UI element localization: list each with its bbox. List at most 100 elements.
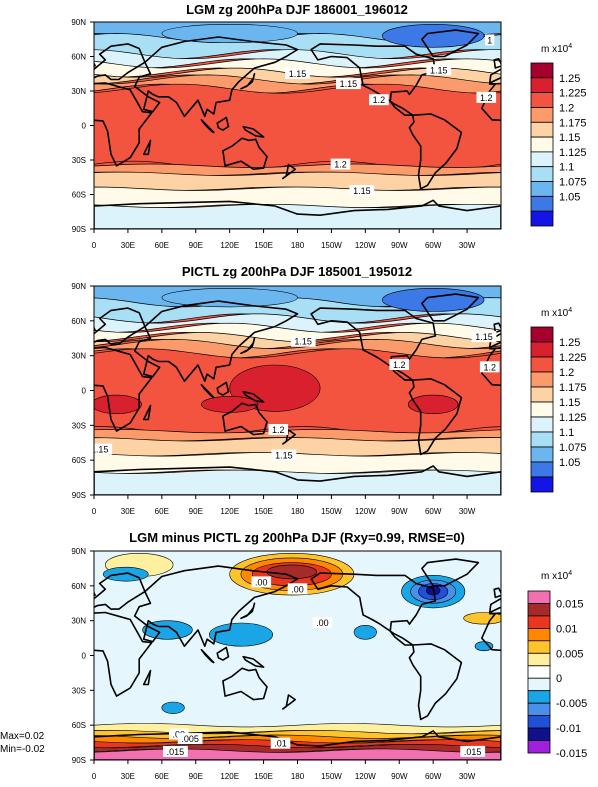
colorbar-swatch <box>527 652 551 667</box>
coastline <box>222 402 268 436</box>
y-tick-label: 90N <box>71 282 86 291</box>
panel-difference: LGM minus PICTL zg 200hPa DJF (Rxy=0.99,… <box>0 530 587 781</box>
coastline <box>242 125 265 138</box>
coastline <box>222 667 268 701</box>
contour-label: .00 <box>291 584 304 594</box>
colorbar-label: 1.25 <box>559 337 580 349</box>
anomaly-high <box>463 612 501 625</box>
anomaly-low <box>353 624 377 640</box>
colorbar-swatch <box>527 740 551 754</box>
colorbar-swatch <box>530 476 554 493</box>
y-tick-label: 0 <box>82 122 87 131</box>
contour-label-bg <box>336 78 361 90</box>
panel-title: PICTL zg 200hPa DJF 185001_195012 <box>182 264 412 279</box>
contour-labels: .00.00.00.00.005.015.01.015 <box>163 576 486 757</box>
x-tick-label: 30W <box>459 507 476 516</box>
colorbar-swatch <box>530 341 554 358</box>
contour-label: 1.2 <box>334 160 347 170</box>
x-tick-label: 120W <box>355 241 376 250</box>
colorbar-swatch <box>530 195 554 212</box>
contour-label-bg <box>369 94 389 106</box>
contour-label-bg <box>94 443 113 455</box>
colorbar-label: 1.15 <box>559 132 580 144</box>
contour-label-bg <box>163 745 188 757</box>
x-tick-label: 30W <box>459 772 476 781</box>
colorbar-label: 1.1 <box>559 427 574 439</box>
max-label: Max=0.02 <box>0 731 45 742</box>
colorbar-label: 1.225 <box>559 88 587 100</box>
contour-label: .01 <box>274 739 287 749</box>
colorbar-swatch <box>530 107 554 123</box>
x-tick-label: 180 <box>291 241 305 250</box>
x-tick-label: 30W <box>459 241 476 250</box>
colorbar-label: 0.005 <box>556 648 584 660</box>
panel-title: LGM zg 200hPa DJF 186001_196012 <box>186 2 408 17</box>
x-tick-label: 60W <box>425 507 442 516</box>
colorbar-swatch <box>527 640 551 654</box>
colorbar-label: 1.15 <box>559 397 580 409</box>
contour-band <box>94 171 501 191</box>
contour-label: .00 <box>255 577 268 587</box>
contour-label-bg <box>268 424 289 435</box>
contour-label: 1 <box>487 35 492 45</box>
coastline <box>408 643 463 721</box>
contour-label: 1.15 <box>289 69 307 79</box>
contour-label: 1.2 <box>373 95 386 105</box>
colorbar-label: 1.05 <box>559 457 580 469</box>
contour-band <box>94 734 501 744</box>
coastline <box>94 572 146 610</box>
colorbar-swatch <box>527 665 551 679</box>
colorbar: 1.25 1.225 1.2 1.175 1.15 1.125 1.1 1.075 1.05 <box>530 326 587 493</box>
contour-label: 1.2 <box>483 362 496 372</box>
x-tick-label: 150E <box>254 241 273 250</box>
coastline <box>242 390 265 403</box>
contour-band <box>94 49 501 69</box>
y-tick-label: 30S <box>72 421 86 430</box>
x-tick-label: 150E <box>254 507 273 516</box>
colorbar-label: -0.015 <box>556 748 587 760</box>
x-tick-label: 120E <box>220 241 239 250</box>
colorbar-label: 1.075 <box>559 177 587 189</box>
colorbar-label: 1.175 <box>559 382 587 394</box>
y-tick-label: 30N <box>71 617 86 626</box>
colorbar-label: 1.125 <box>559 147 587 159</box>
coastline <box>200 383 215 399</box>
y-tick-label: 0 <box>82 652 87 661</box>
contour-band <box>94 203 501 229</box>
x-tick-label: 120E <box>220 772 239 781</box>
coastline <box>94 43 146 81</box>
colorbar-label: 1.1 <box>559 162 574 174</box>
x-tick-label: 90W <box>391 241 408 250</box>
y-tick-label: 30N <box>71 87 86 96</box>
colorbar-swatch <box>530 210 554 227</box>
y-tick-labels: 90N 60N 30N 0 30S 60S 90S <box>71 547 94 765</box>
y-tick-label: 60S <box>72 721 86 730</box>
x-tick-label: 150E <box>254 772 273 781</box>
coastline <box>421 558 480 587</box>
coastline <box>94 346 153 432</box>
coastline <box>142 139 152 156</box>
y-tick-label: 60N <box>71 582 86 591</box>
coastline <box>216 646 230 661</box>
contour-band <box>94 429 501 442</box>
x-tick-label: 60W <box>425 772 442 781</box>
y-tick-label: 30S <box>72 156 86 165</box>
y-tick-label: 0 <box>82 387 87 396</box>
anomaly-low <box>209 622 274 647</box>
coastline <box>493 322 501 334</box>
contour-label-bg <box>460 745 486 757</box>
x-tick-label: 0 <box>92 241 97 250</box>
contour-label-bg <box>312 617 333 628</box>
anomaly-low <box>161 701 185 714</box>
x-tick-label: 180 <box>291 772 305 781</box>
contour-label-bg <box>251 576 272 588</box>
colorbar-label: 1.175 <box>559 117 587 129</box>
contour-label-bg <box>426 64 452 76</box>
coastline <box>133 300 299 382</box>
colorbar-label: 1.125 <box>559 412 587 424</box>
contour-label: 1.2 <box>272 425 285 435</box>
x-tick-label: 60E <box>155 241 169 250</box>
colorbar-swatch <box>530 77 554 94</box>
low-center <box>161 23 298 43</box>
